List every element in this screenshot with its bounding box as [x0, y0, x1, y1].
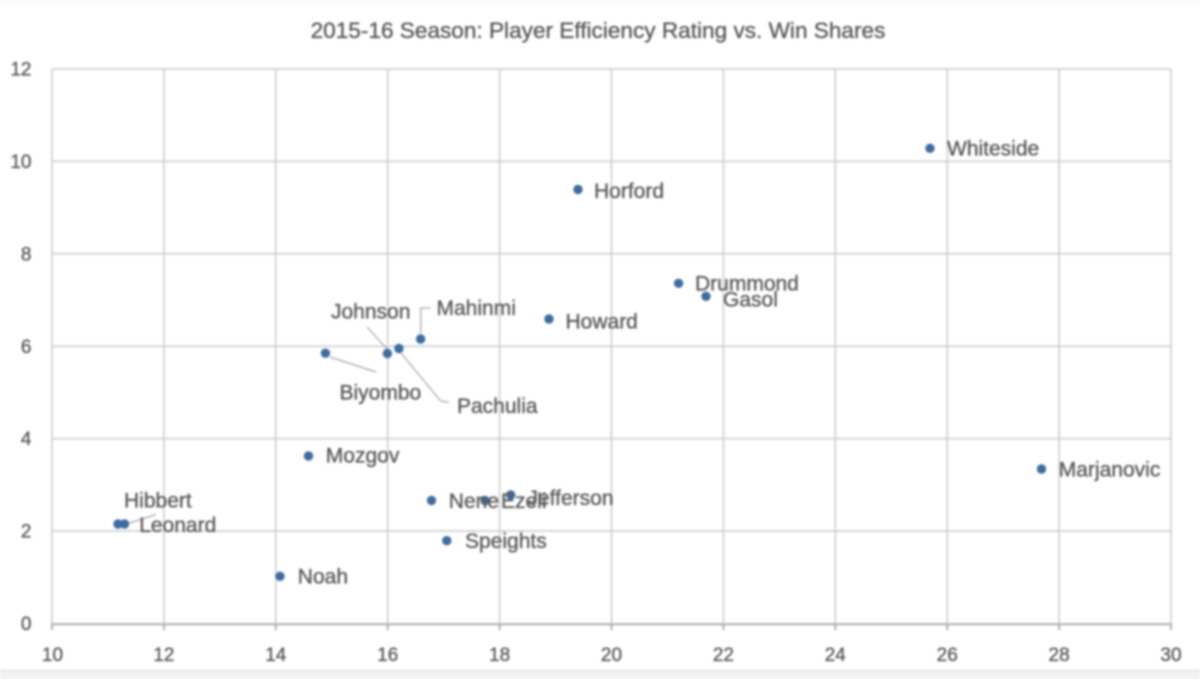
svg-text:Noah: Noah: [298, 566, 348, 589]
svg-text:8: 8: [21, 244, 32, 265]
svg-text:20: 20: [601, 645, 622, 666]
svg-text:4: 4: [21, 429, 32, 450]
svg-text:Horford: Horford: [594, 180, 664, 203]
svg-text:Whiteside: Whiteside: [947, 138, 1039, 161]
svg-text:30: 30: [1160, 645, 1181, 666]
svg-text:24: 24: [825, 645, 847, 666]
svg-text:22: 22: [713, 645, 734, 666]
svg-text:Nene: Nene: [449, 490, 499, 513]
svg-text:Mahinmi: Mahinmi: [437, 297, 516, 320]
svg-text:16: 16: [377, 645, 398, 666]
svg-text:10: 10: [42, 645, 63, 666]
svg-text:Marjanovic: Marjanovic: [1059, 458, 1161, 481]
svg-text:28: 28: [1049, 645, 1070, 666]
svg-text:Biyombo: Biyombo: [340, 381, 422, 404]
svg-text:Mozgov: Mozgov: [326, 445, 400, 468]
svg-text:12: 12: [10, 60, 31, 81]
svg-text:Hibbert: Hibbert: [124, 489, 192, 512]
svg-text:26: 26: [937, 645, 958, 666]
svg-text:2: 2: [21, 522, 32, 543]
svg-text:Jefferson: Jefferson: [528, 487, 614, 510]
svg-text:10: 10: [10, 152, 31, 173]
svg-text:Pachulia: Pachulia: [457, 395, 538, 418]
svg-text:Ezeli: Ezeli: [501, 490, 547, 513]
svg-text:2015-16 Season: Player Efficie: 2015-16 Season: Player Efficiency Rating…: [311, 18, 886, 43]
svg-text:Leonard: Leonard: [139, 514, 216, 537]
svg-text:Gasol: Gasol: [723, 289, 778, 312]
svg-text:12: 12: [153, 645, 174, 666]
svg-text:18: 18: [489, 645, 510, 666]
svg-text:14: 14: [265, 645, 287, 666]
svg-text:Howard: Howard: [566, 311, 638, 334]
svg-text:Speights: Speights: [465, 530, 547, 553]
svg-text:Johnson: Johnson: [331, 301, 410, 324]
svg-text:6: 6: [21, 337, 32, 358]
svg-text:Drummond: Drummond: [695, 273, 799, 296]
svg-text:0: 0: [21, 614, 32, 635]
